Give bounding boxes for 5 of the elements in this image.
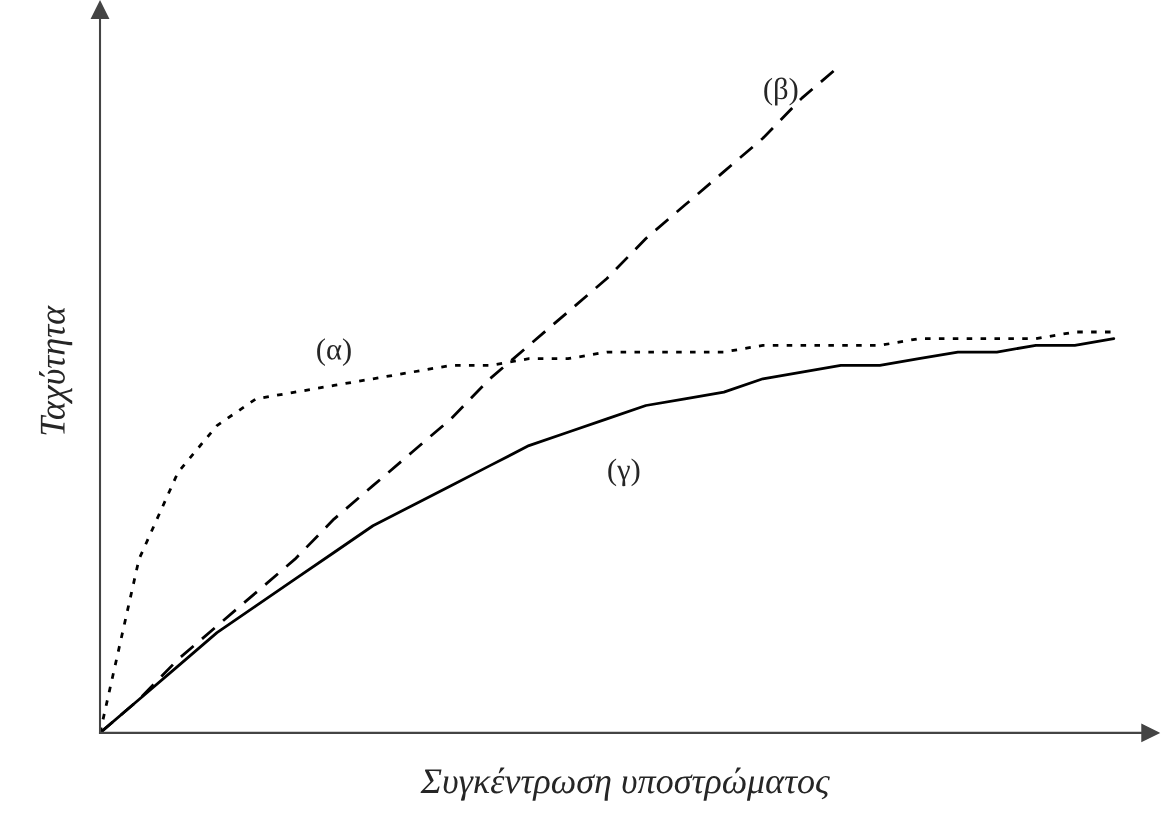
y-axis-title: Ταχύτητα <box>39 305 73 435</box>
x-axis-title: Συγκέντρωση υποστρώματος <box>420 767 830 801</box>
series-label: (α) <box>317 338 351 366</box>
series-label: (γ) <box>608 458 640 487</box>
series-label: (β) <box>764 77 798 106</box>
